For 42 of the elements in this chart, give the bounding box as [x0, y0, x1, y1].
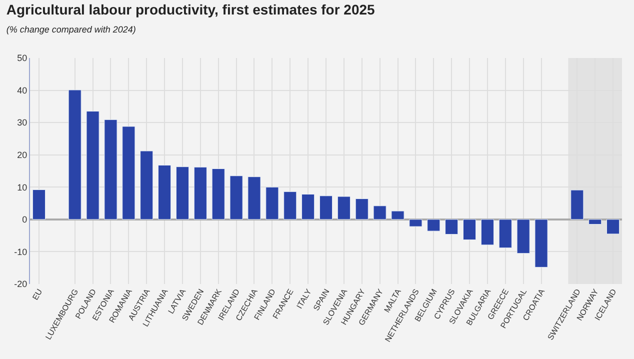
bar	[498, 219, 512, 248]
chart-title: Agricultural labour productivity, first estimates for 2025	[6, 1, 376, 18]
bar	[409, 219, 422, 227]
bar	[427, 219, 440, 232]
bar	[248, 176, 261, 220]
y-tick-label: 50	[17, 53, 28, 64]
bar	[158, 164, 172, 220]
bar	[391, 210, 404, 220]
bar	[337, 196, 350, 220]
y-tick-label: 0	[22, 214, 28, 225]
bar	[194, 166, 207, 220]
bar	[140, 150, 154, 220]
y-tick-label: 40	[17, 85, 28, 96]
bar	[355, 198, 368, 220]
bar	[588, 219, 602, 225]
y-tick-label: -20	[14, 279, 28, 290]
bar	[373, 206, 386, 220]
bar	[302, 194, 315, 220]
bar	[230, 176, 243, 220]
bar	[445, 219, 458, 235]
bar	[176, 166, 190, 220]
y-tick-label: 30	[17, 118, 28, 128]
y-tick-label: 20	[17, 150, 28, 160]
bar	[570, 190, 584, 220]
bar	[606, 219, 620, 234]
bar	[284, 191, 297, 220]
bar	[516, 219, 530, 254]
chart-subtitle: (% change compared with 2024)	[6, 24, 136, 35]
bar	[534, 219, 548, 268]
bar	[32, 189, 46, 220]
bar	[212, 168, 225, 220]
bar	[480, 219, 494, 246]
bar	[462, 219, 476, 240]
bar	[266, 186, 279, 220]
bar	[86, 111, 100, 220]
x-tick-label: EU	[30, 287, 44, 302]
bar	[319, 196, 333, 220]
y-tick-label: -10	[14, 246, 28, 257]
bar	[104, 119, 118, 220]
bar	[122, 126, 136, 220]
bar	[68, 90, 82, 220]
y-tick-label: 10	[17, 182, 28, 192]
